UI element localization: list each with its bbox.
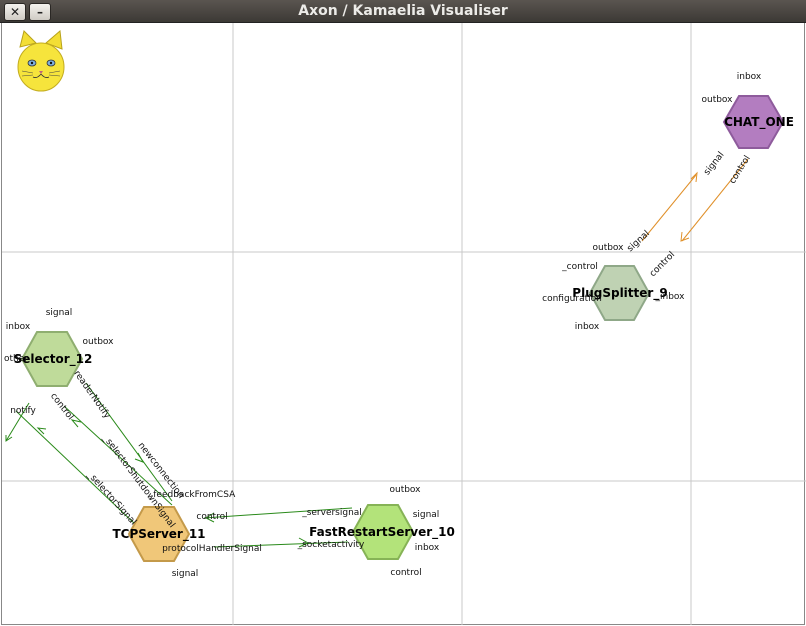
minimize-button[interactable]: – (29, 3, 51, 21)
node-chat-one-label: CHAT_ONE (724, 115, 794, 130)
port-chat-one-signal: signal (702, 150, 726, 177)
node-tcp-server-hexagon[interactable] (127, 506, 191, 562)
port-fastrestart-outbox: outbox (389, 485, 421, 495)
node-plug-splitter-hexagon[interactable] (588, 265, 651, 321)
port-chat-one-control: control (728, 154, 753, 186)
port-selector-other: other (4, 354, 28, 364)
port-fastrestart-signal: signal (413, 510, 440, 520)
link-selector-signal (15, 410, 137, 526)
port-selector-readernotify: readerNotify (71, 369, 112, 421)
node-plug-splitter-label: PlugSplitter_9 (572, 286, 667, 301)
link-serversignal (203, 507, 353, 519)
node-fast-restart-label: FastRestartServer_10 (309, 525, 455, 540)
links (5, 158, 749, 548)
link-chatone-plugsplitter (681, 158, 749, 242)
port-plugsplitter-control: control (648, 250, 677, 279)
node-chat-one[interactable]: CHAT_ONE inbox outbox signal control (701, 72, 793, 186)
port-selector-control: control (48, 391, 75, 422)
port-fastrestart-socketactivity: _socketactivity (297, 540, 365, 550)
port-selector-signal: signal (46, 308, 73, 318)
node-tcp-server[interactable]: TCPServer_11 _feedbackFromCSA control pr… (84, 433, 262, 579)
cat-logo-icon (17, 30, 65, 92)
port-selector-notify: notify (10, 406, 36, 416)
node-selector[interactable]: Selector_12 signal inbox outbox other no… (4, 308, 114, 422)
port-plugsplitter-inbox-private: _inbox (655, 292, 686, 302)
port-plugsplitter-outbox: outbox (592, 243, 624, 253)
link-selector-shutdown (63, 405, 173, 506)
port-tcpserver-signal: signal (172, 569, 199, 579)
port-fastrestart-serversignal: _serversignal (301, 508, 362, 518)
grid (2, 23, 806, 625)
link-plugsplitter-chatone (641, 174, 697, 242)
node-fast-restart-server[interactable]: FastRestartServer_10 outbox signal inbox… (297, 485, 455, 578)
port-tcpserver-protocol: protocolHandlerSignal (162, 544, 262, 554)
port-selector-outbox: outbox (82, 337, 114, 347)
port-plugsplitter-control-private: _control (561, 262, 598, 272)
node-plug-splitter[interactable]: PlugSplitter_9 outbox _control configura… (542, 229, 685, 332)
node-selector-hexagon[interactable] (20, 331, 84, 387)
window-title: Axon / Kamaelia Visualiser (298, 3, 508, 19)
link-socketactivity (213, 541, 349, 548)
port-chat-one-inbox: inbox (737, 72, 762, 82)
port-fastrestart-inbox: inbox (415, 543, 440, 553)
visualiser-canvas[interactable]: CHAT_ONE inbox outbox signal control Plu… (1, 23, 806, 625)
port-chat-one-outbox: outbox (701, 95, 733, 105)
port-plugsplitter-signal: signal (625, 229, 651, 254)
node-chat-one-hexagon[interactable] (722, 95, 785, 149)
node-tcp-server-label: TCPServer_11 (112, 527, 205, 542)
graph-surface[interactable]: CHAT_ONE inbox outbox signal control Plu… (2, 23, 806, 625)
node-fast-restart-hexagon[interactable] (351, 504, 415, 560)
port-tcpserver-control: control (196, 512, 227, 522)
port-plugsplitter-configuration: configuration (542, 294, 602, 304)
port-tcpserver-feedback: _feedbackFromCSA (148, 490, 236, 500)
node-selector-label: Selector_12 (14, 352, 93, 367)
close-button[interactable]: ✕ (4, 3, 26, 21)
port-fastrestart-control: control (390, 568, 421, 578)
title-bar[interactable]: ✕ – Axon / Kamaelia Visualiser (0, 0, 806, 23)
link-notify (5, 402, 30, 442)
port-plugsplitter-inbox: inbox (575, 322, 600, 332)
port-selector-inbox: inbox (6, 322, 31, 332)
link-readernotify (85, 382, 173, 502)
